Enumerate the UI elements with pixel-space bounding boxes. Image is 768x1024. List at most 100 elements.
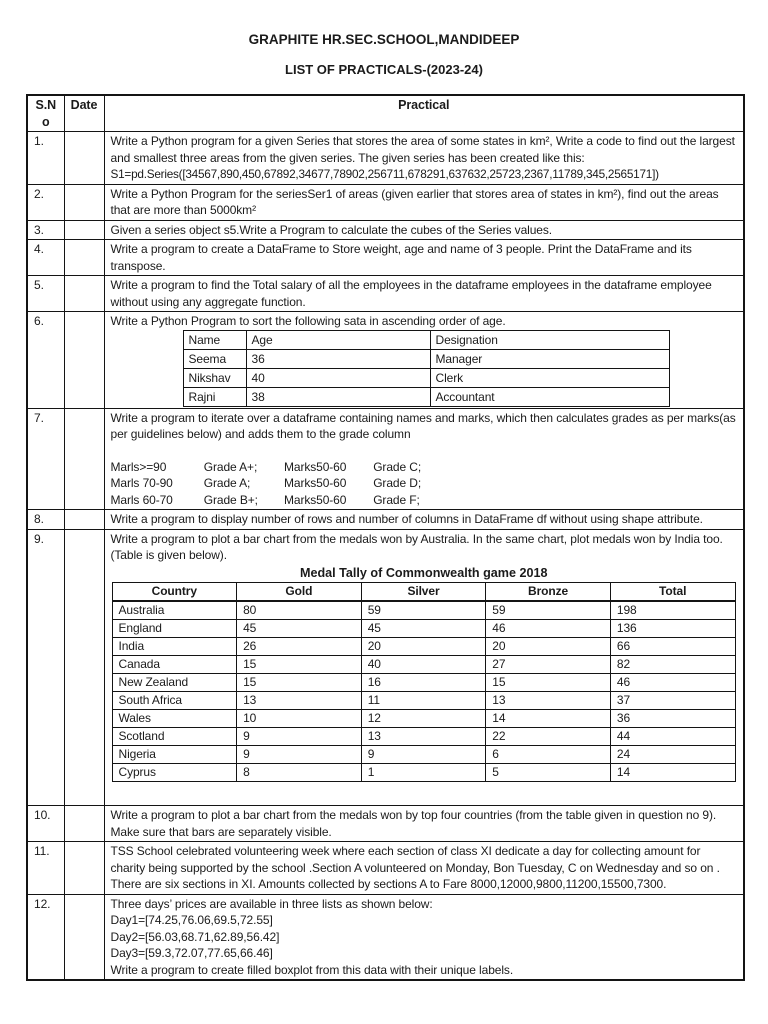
medal-cell: 9 xyxy=(360,745,487,764)
medal-cell: 20 xyxy=(360,637,487,656)
practical-row-12: 12. Three days’ prices are available in … xyxy=(26,893,745,981)
grade-line: Marls 70-90 Grade A; Marks50-60 Grade D; xyxy=(111,475,738,492)
medal-cell: 13 xyxy=(360,727,487,746)
medal-row: New Zealand 15 16 15 46 xyxy=(111,673,736,692)
medal-row: Wales 10 12 14 36 xyxy=(111,709,736,728)
grade-segment: Marks50-60 xyxy=(283,476,347,490)
date-cell xyxy=(63,509,105,530)
medal-cell: 66 xyxy=(609,637,736,656)
people-cell: Accountant xyxy=(429,386,670,407)
people-cell: 40 xyxy=(245,367,431,388)
medal-cell: 15 xyxy=(236,655,362,674)
people-cell: Rajni xyxy=(182,386,247,407)
practical-row-4: 4. Write a program to create a DataFrame… xyxy=(26,239,745,276)
medal-cell: 27 xyxy=(485,655,611,674)
medal-row: Scotland 9 13 22 44 xyxy=(111,727,736,746)
date-cell xyxy=(63,219,105,240)
date-cell xyxy=(63,407,105,510)
date-cell xyxy=(63,528,105,806)
table-header-row: S.No Date Practical xyxy=(26,94,745,132)
medal-cell: 37 xyxy=(609,691,736,710)
practical-text: Write a program to find the Total salary… xyxy=(110,278,712,309)
medal-row: Canada 15 40 27 82 xyxy=(111,655,736,674)
medal-header-total: Total xyxy=(609,582,736,602)
practical-cell: Write a Python Program to sort the follo… xyxy=(103,311,745,409)
practical-text: Write a program to plot a bar chart from… xyxy=(110,531,723,563)
date-cell xyxy=(63,275,105,312)
people-row: Nikshav 40 Clerk xyxy=(182,367,670,388)
medal-header-gold: Gold xyxy=(236,582,362,602)
day1-list: Day1=[74.25,76.06,69.5,72.55] xyxy=(110,913,273,927)
practical-row-11: 11. TSS School celebrated volunteering w… xyxy=(26,841,745,895)
practical-row-9: 9. Write a program to plot a bar chart f… xyxy=(26,528,745,806)
sno-cell: 7. xyxy=(26,407,65,510)
sno-cell: 9. xyxy=(26,528,65,806)
column-header-sno: S.No xyxy=(26,94,65,132)
date-cell xyxy=(63,805,105,842)
practical-cell: Write a program to create a DataFrame to… xyxy=(103,239,745,276)
grade-line: Marls>=90 Grade A+; Marks50-60 Grade C; xyxy=(111,459,738,476)
medal-cell: Scotland xyxy=(111,727,238,746)
people-row: Rajni 38 Accountant xyxy=(182,386,670,407)
medal-cell: 46 xyxy=(485,619,611,638)
people-row: Seema 36 Manager xyxy=(182,348,670,369)
medal-cell: 8 xyxy=(236,763,362,782)
medal-table: Country Gold Silver Bronze Total Austral… xyxy=(111,582,736,782)
date-cell xyxy=(63,841,105,895)
medal-cell: 44 xyxy=(609,727,736,746)
people-header-designation: Designation xyxy=(429,329,670,350)
practical-text: Write a Python program for a given Serie… xyxy=(110,134,735,165)
medal-cell: 59 xyxy=(360,600,487,620)
medal-row: England 45 45 46 136 xyxy=(111,619,736,638)
grade-segment: Marls 60-70 xyxy=(110,492,173,507)
practical-text: Three days’ prices are available in thre… xyxy=(110,896,433,911)
sno-cell: 11. xyxy=(26,841,65,895)
medal-cell: 198 xyxy=(609,600,736,620)
sno-cell: 12. xyxy=(26,893,65,981)
practical-text: Write a Python Program to sort the follo… xyxy=(110,314,506,328)
grade-segment: Marls 70-90 xyxy=(110,476,173,490)
practical-text: Write a program to iterate over a datafr… xyxy=(110,410,736,442)
medal-row: Nigeria 9 9 6 24 xyxy=(111,745,736,764)
grade-segment: Grade C; xyxy=(373,459,422,474)
date-cell xyxy=(63,239,105,276)
people-cell: Seema xyxy=(182,348,247,369)
people-header-name: Name xyxy=(182,329,247,350)
practical-row-6: 6. Write a Python Program to sort the fo… xyxy=(26,311,745,409)
medal-cell: 59 xyxy=(485,600,611,620)
medal-cell: 13 xyxy=(236,691,362,710)
medal-cell: 9 xyxy=(236,727,362,746)
people-cell: 36 xyxy=(245,348,431,369)
day3-list: Day3=[59.3,72.07,77.65,66.46] xyxy=(110,946,273,960)
sno-cell: 4. xyxy=(26,239,65,276)
grade-segment: Marls>=90 xyxy=(110,459,167,474)
grade-segment: Marks50-60 xyxy=(283,459,347,474)
people-header-age: Age xyxy=(245,329,431,350)
practical-text: Write a Python Program for the seriesSer… xyxy=(110,186,719,218)
medal-cell: 45 xyxy=(236,619,362,638)
grade-segment: Marks50-60 xyxy=(283,492,347,507)
medal-cell: 9 xyxy=(236,745,362,764)
day2-list: Day2=[56.03,68.71,62.89,56.42] xyxy=(110,929,280,944)
medal-cell: Nigeria xyxy=(111,745,238,764)
medal-row: Cyprus 8 1 5 14 xyxy=(111,763,736,782)
medal-cell: 26 xyxy=(236,637,362,656)
medal-table-title: Medal Tally of Commonwealth game 2018 xyxy=(299,565,548,580)
medal-cell: 40 xyxy=(360,655,487,674)
medal-cell: 20 xyxy=(485,637,611,656)
practical-row-10: 10. Write a program to plot a bar chart … xyxy=(26,805,745,842)
medal-cell: 15 xyxy=(236,673,362,692)
sno-cell: 5. xyxy=(26,275,65,312)
practical-cell: TSS School celebrated volunteering week … xyxy=(103,841,745,895)
grade-segment: Grade B+; xyxy=(203,492,258,507)
medal-cell: Cyprus xyxy=(111,763,238,782)
practical-text: Given a series object s5.Write a Program… xyxy=(110,222,553,237)
medal-cell: 12 xyxy=(360,709,487,728)
practicals-table: S.No Date Practical 1. Write a Python pr… xyxy=(26,94,745,981)
practical-text: Write a program to plot a bar chart from… xyxy=(110,808,717,839)
practical-cell: Write a program to plot a bar chart from… xyxy=(103,805,745,842)
practical-cell: Write a program to plot a bar chart from… xyxy=(103,528,745,806)
practical-cell: Given a series object s5.Write a Program… xyxy=(103,219,745,240)
medal-cell: 46 xyxy=(609,673,736,692)
sno-cell: 3. xyxy=(26,219,65,240)
